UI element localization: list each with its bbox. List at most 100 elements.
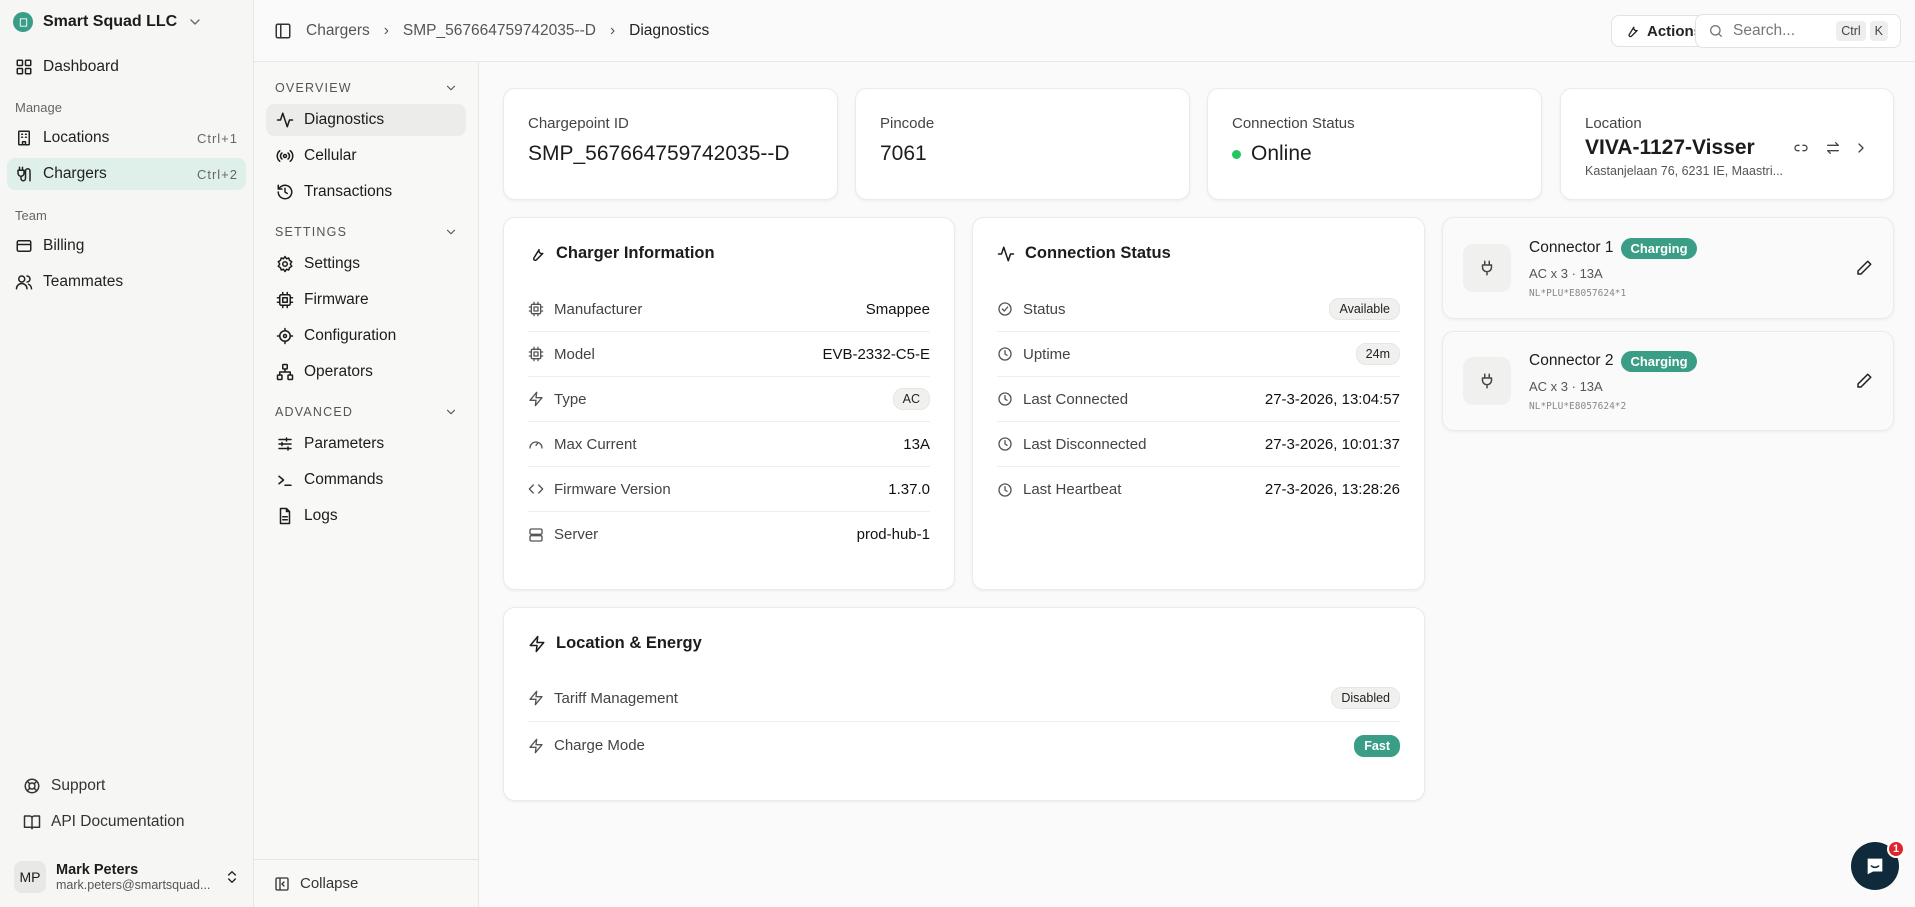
user-menu[interactable]: MP Mark Peters mark.peters@smartsquad... <box>14 861 240 893</box>
user-name: Mark Peters <box>56 862 139 878</box>
subnav-label: Diagnostics <box>304 111 385 128</box>
plug-icon <box>1463 357 1511 405</box>
status-row-last-disconnected: Last Disconnected 27-3-2026, 10:01:37 <box>997 422 1400 467</box>
connection-status-detail-card: Connection Status Status Available Uptime… <box>972 217 1425 590</box>
breadcrumb-charger-id[interactable]: SMP_567664759742035--D <box>402 21 596 39</box>
type-badge: AC <box>892 388 930 410</box>
connector-name: Connector 1 <box>1529 239 1614 256</box>
user-email: mark.peters@smartsquad... <box>56 878 211 892</box>
row-label: Max Current <box>554 435 637 453</box>
sidebar-item-label: Chargers <box>43 165 107 182</box>
info-row-server: Server prod-hub-1 <box>528 512 930 557</box>
actions-label: Actions <box>1646 22 1702 40</box>
status-row-last-connected: Last Connected 27-3-2026, 13:04:57 <box>997 377 1400 422</box>
building-icon <box>18 130 30 146</box>
panel-collapse-icon <box>275 876 289 891</box>
row-label: Uptime <box>1023 345 1071 363</box>
subnav-label: Cellular <box>304 147 357 164</box>
pencil-icon[interactable] <box>1855 259 1873 277</box>
sidebar-item-locations[interactable]: Locations Ctrl+1 <box>7 122 246 154</box>
subnav-commands[interactable]: Commands <box>266 464 466 496</box>
stat-label: Pincode <box>880 115 935 132</box>
search-icon <box>1710 25 1722 37</box>
activity-icon <box>997 246 1015 261</box>
section-label: ADVANCED <box>275 405 354 419</box>
location-name[interactable]: VIVA-1127-Visser <box>1585 136 1755 159</box>
sidebar-item-teammates[interactable]: Teammates <box>7 266 246 298</box>
pencil-icon[interactable] <box>1855 372 1873 390</box>
row-label: Model <box>554 345 595 363</box>
clock-icon <box>998 347 1012 361</box>
swap-icon[interactable] <box>1825 139 1841 157</box>
status-row-status: Status Available <box>997 287 1400 332</box>
connector-card[interactable]: Connector 1 Charging AC x 3 · 13A NL*PLU*… <box>1442 217 1894 319</box>
search-input[interactable]: Search... Ctrl K <box>1695 14 1901 48</box>
subnav-label: Operators <box>304 363 373 380</box>
subnav-configuration[interactable]: Configuration <box>266 320 466 352</box>
sidebar-item-billing[interactable]: Billing <box>7 230 246 262</box>
unlink-icon[interactable] <box>1793 139 1809 157</box>
stat-label: Chargepoint ID <box>528 115 629 132</box>
top-header: Chargers › SMP_567664759742035--D › Diag… <box>254 0 1915 62</box>
chevron-right-icon[interactable] <box>1853 139 1869 157</box>
pincode-card: Pincode 7061 <box>855 88 1190 200</box>
subnav-operators[interactable]: Operators <box>266 356 466 388</box>
location-address: Kastanjelaan 76, 6231 IE, Maastri... <box>1585 164 1784 178</box>
subnav-logs[interactable]: Logs <box>266 500 466 532</box>
breadcrumb-chargers[interactable]: Chargers <box>306 21 370 39</box>
section-advanced[interactable]: ADVANCED <box>254 396 478 428</box>
org-name: Smart Squad LLC <box>43 13 178 30</box>
connection-status-card: Connection Status Online <box>1207 88 1542 200</box>
sidebar-item-support[interactable]: Support <box>7 770 246 802</box>
info-row-type: Type AC <box>528 377 930 422</box>
section-label: OVERVIEW <box>275 81 352 95</box>
subnav-diagnostics[interactable]: Diagnostics <box>266 104 466 136</box>
subnav-label: Parameters <box>304 435 385 452</box>
org-switcher[interactable]: Smart Squad LLC <box>13 12 203 32</box>
tariff-badge: Disabled <box>1331 687 1400 709</box>
charge-mode-badge: Fast <box>1354 734 1400 757</box>
shortcut-hint: Ctrl+2 <box>196 166 238 182</box>
card-title: Charger Information <box>556 244 715 262</box>
chevron-down-icon <box>446 85 456 91</box>
subnav-transactions[interactable]: Transactions <box>266 176 466 208</box>
chat-launcher-button[interactable]: 1 <box>1851 840 1905 890</box>
sidebar-item-api-docs[interactable]: API Documentation <box>7 806 246 838</box>
clock-icon <box>998 392 1012 406</box>
connector-card[interactable]: Connector 2 Charging AC x 3 · 13A NL*PLU*… <box>1442 331 1894 431</box>
code-icon <box>528 484 544 494</box>
info-row-max-current: Max Current 13A <box>528 422 930 467</box>
subnav-label: Commands <box>304 471 384 488</box>
row-value: 27-3-2026, 10:01:37 <box>1264 435 1400 453</box>
collapse-label: Collapse <box>300 875 359 892</box>
row-value: EVB-2332-C5-E <box>822 345 930 363</box>
wrench-icon <box>1628 26 1638 38</box>
section-overview[interactable]: OVERVIEW <box>254 72 478 104</box>
subnav-label: Configuration <box>304 327 397 344</box>
connector-spec: AC x 3 · 13A <box>1529 378 1603 394</box>
subnav-settings[interactable]: Settings <box>266 248 466 280</box>
info-row-model: Model EVB-2332-C5-E <box>528 332 930 377</box>
zap-icon <box>529 690 543 706</box>
sidebar-item-chargers[interactable]: Chargers Ctrl+2 <box>7 158 246 190</box>
sidebar-item-dashboard[interactable]: Dashboard <box>7 51 246 83</box>
collapse-button[interactable]: Collapse <box>254 859 478 907</box>
status-row-last-heartbeat: Last Heartbeat 27-3-2026, 13:28:26 <box>997 467 1400 512</box>
row-label: Last Connected <box>1023 390 1129 408</box>
gear-icon <box>277 255 293 273</box>
wrench-icon <box>532 248 544 261</box>
subnav-firmware[interactable]: Firmware <box>266 284 466 316</box>
section-label: SETTINGS <box>275 225 348 239</box>
row-label: Last Heartbeat <box>1023 481 1122 498</box>
row-label: Charge Mode <box>554 737 645 754</box>
sidebar-toggle-icon[interactable] <box>274 22 292 40</box>
subnav-cellular[interactable]: Cellular <box>266 140 466 172</box>
book-open-icon <box>23 815 41 830</box>
plug-icon <box>1463 244 1511 292</box>
chevron-right-icon: › <box>383 21 389 39</box>
info-row-firmware: Firmware Version 1.37.0 <box>528 467 930 512</box>
subnav-parameters[interactable]: Parameters <box>266 428 466 460</box>
section-settings[interactable]: SETTINGS <box>254 216 478 248</box>
sidebar-item-label: Teammates <box>43 273 124 290</box>
history-icon <box>277 184 293 200</box>
